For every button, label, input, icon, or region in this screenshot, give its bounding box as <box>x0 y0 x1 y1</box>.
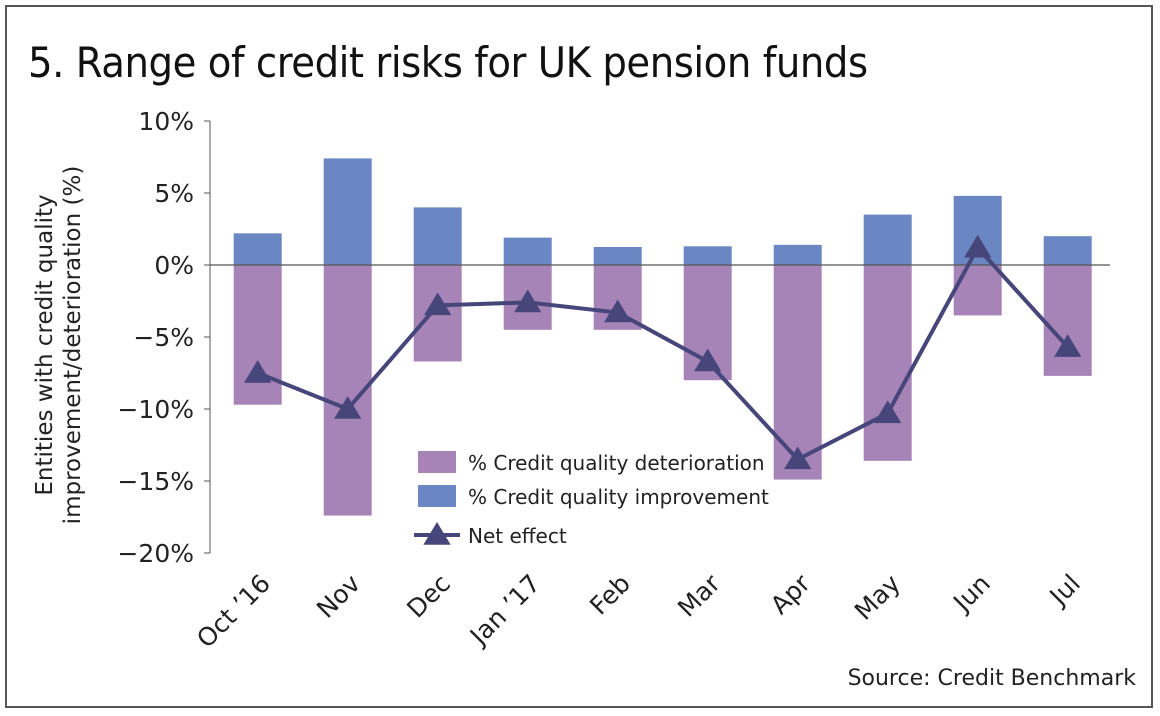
net-effect-marker <box>784 446 812 470</box>
net-effect-marker <box>694 348 722 372</box>
bar-improvement <box>413 207 462 265</box>
y-tick-label: 0% <box>154 251 194 280</box>
net-effect-marker <box>964 234 992 258</box>
x-tick-label: Apr <box>765 568 817 620</box>
bar-improvement <box>233 233 282 265</box>
bar-improvement <box>863 214 912 265</box>
bar-deterioration <box>953 265 1002 316</box>
chart-title: 5. Range of credit risks for UK pension … <box>28 38 868 87</box>
legend-marker-net <box>423 522 451 545</box>
y-tick-label: −15% <box>117 467 194 496</box>
x-tick-label: Jan ’17 <box>463 569 546 652</box>
legend-label: % Credit quality deterioration <box>468 451 765 475</box>
x-tick-label: Feb <box>584 569 636 621</box>
chart-frame <box>5 5 1153 708</box>
net-effect-marker <box>424 292 452 316</box>
source-note: Source: Credit Benchmark <box>847 666 1136 691</box>
x-tick-label: Dec <box>401 569 456 624</box>
bar-improvement <box>683 246 732 265</box>
x-tick-label: Mar <box>672 568 726 622</box>
net-effect-marker <box>874 400 902 424</box>
bar-improvement <box>773 244 822 265</box>
bar-deterioration <box>863 265 912 461</box>
x-tick-label: May <box>849 569 906 626</box>
net-effect-marker <box>1054 334 1082 357</box>
net-effect-marker <box>244 360 272 383</box>
bar-improvement <box>323 158 372 265</box>
x-tick-label: Jul <box>1043 569 1086 612</box>
y-axis-label: Entities with credit qualityimprovement/… <box>32 166 86 525</box>
y-tick-label: −10% <box>117 395 194 424</box>
legend-label: Net effect <box>468 524 567 548</box>
y-axis-label-line: Entities with credit quality <box>32 194 58 495</box>
bar-deterioration <box>233 265 282 405</box>
net-effect-marker <box>334 396 362 419</box>
legend-swatch-improvement <box>418 485 456 507</box>
y-tick-label: −5% <box>133 323 194 352</box>
x-tick-label: Nov <box>311 569 366 624</box>
x-tick-label: Oct ’16 <box>191 569 276 654</box>
bar-improvement <box>1043 236 1092 265</box>
net-effect-line <box>256 244 1070 462</box>
x-tick-label: Jun <box>946 569 996 619</box>
bar-improvement <box>503 237 552 265</box>
net-effect-marker <box>514 289 542 313</box>
bar-deterioration <box>1043 265 1092 376</box>
y-axis-label-line: improvement/deterioration (%) <box>60 166 86 525</box>
net-effect-marker <box>604 299 632 323</box>
bar-improvement <box>593 247 642 265</box>
legend-label: % Credit quality improvement <box>468 485 769 509</box>
y-tick-label: 5% <box>154 179 194 208</box>
legend-swatch-deterioration <box>418 451 456 473</box>
y-tick-label: −20% <box>117 539 194 568</box>
y-tick-label: 10% <box>138 107 194 136</box>
